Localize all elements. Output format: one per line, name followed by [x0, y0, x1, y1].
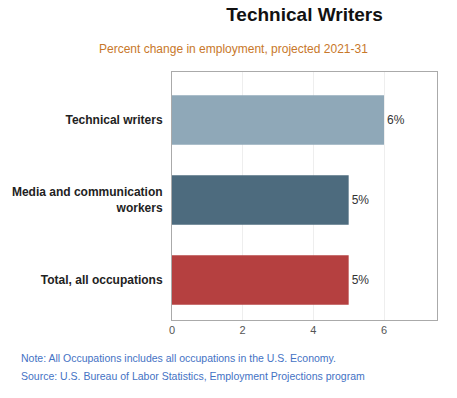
svg-text:2: 2	[240, 324, 246, 336]
svg-text:Percent change in employment,: Percent change in employment, projected …	[99, 42, 368, 56]
svg-text:Technical writers: Technical writers	[65, 113, 162, 127]
svg-text:5%: 5%	[352, 273, 370, 287]
svg-text:Source: U.S. Bureau of Labor S: Source: U.S. Bureau of Labor Statistics,…	[21, 370, 365, 382]
svg-text:Technical Writers: Technical Writers	[226, 4, 383, 25]
svg-text:Media and communicationworkers: Media and communicationworkers	[12, 185, 163, 215]
svg-text:4: 4	[310, 324, 316, 336]
svg-text:6: 6	[381, 324, 387, 336]
svg-text:Total, all occupations: Total, all occupations	[41, 273, 163, 287]
svg-text:5%: 5%	[352, 193, 370, 207]
svg-text:0: 0	[169, 324, 175, 336]
svg-text:Note: All Occupations includes: Note: All Occupations includes all occup…	[21, 352, 336, 364]
svg-text:6%: 6%	[387, 113, 405, 127]
